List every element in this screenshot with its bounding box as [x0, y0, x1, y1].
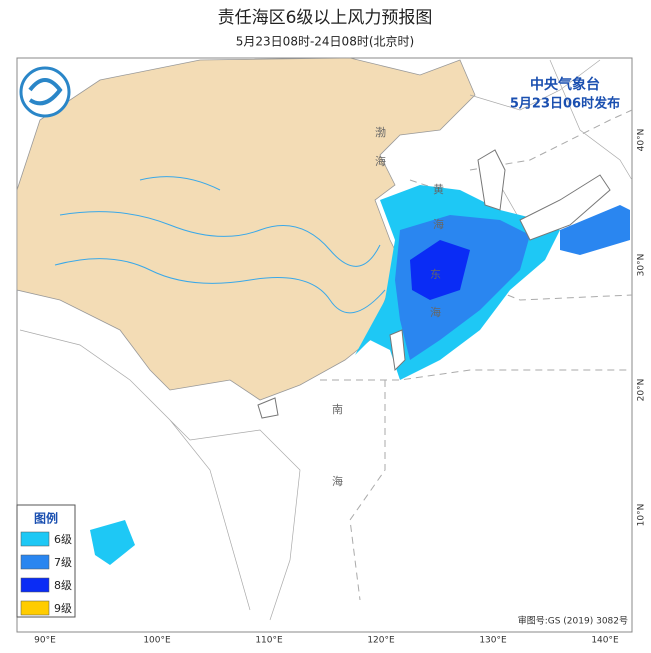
sea-label: 海 — [332, 474, 343, 488]
sea-label: 海 — [375, 154, 386, 168]
legend-label: 7级 — [54, 556, 72, 569]
subtitle: 5月23日08时-24日08时(北京时) — [236, 35, 414, 49]
sea-label: 渤 — [375, 126, 386, 139]
sea-label: 南 — [332, 403, 343, 416]
latitude-labels: 40°N 30°N 20°N 10°N — [637, 129, 647, 527]
legend-swatch — [20, 577, 50, 593]
longitude-labels: 90°E 100°E 110°E 120°E 130°E 140°E — [34, 636, 619, 646]
longitude-label: 120°E — [367, 636, 395, 646]
longitude-label: 110°E — [255, 636, 283, 646]
review-number: 审图号:GS (2019) 3082号 — [518, 615, 628, 627]
rivers — [54, 176, 386, 314]
logo — [19, 66, 71, 118]
wind-7-east — [560, 205, 630, 255]
map: 黄 海 东 海 南 海 渤 海 中央气象台 5月23日06时发布 图例 6级 7级… — [16, 57, 633, 633]
longitude-label: 130°E — [479, 636, 507, 646]
legend-items: 6级 7级 8级 9级 — [20, 531, 72, 616]
legend-label: 9级 — [54, 602, 72, 615]
sea-label: 海 — [430, 305, 441, 319]
issued-time: 5月23日06时发布 — [510, 96, 620, 112]
islands — [257, 149, 611, 419]
sea-label: 黄 — [433, 182, 444, 196]
logo-mark — [28, 78, 63, 106]
longitude-label: 90°E — [34, 636, 56, 646]
latitude-label: 10°N — [637, 504, 647, 527]
legend-swatch — [20, 554, 50, 570]
sea-label: 海 — [433, 217, 444, 231]
latitude-label: 30°N — [637, 254, 647, 277]
latitude-label: 40°N — [637, 129, 647, 152]
longitude-label: 100°E — [143, 636, 171, 646]
longitude-label: 140°E — [591, 636, 619, 646]
legend-title: 图例 — [34, 511, 58, 526]
title: 责任海区6级以上风力预报图 — [218, 8, 433, 28]
sea-label: 东 — [430, 268, 441, 281]
wind-8 — [410, 240, 470, 300]
legend-swatch — [20, 600, 50, 616]
wind-6-malacca — [90, 520, 135, 565]
legend-label: 8级 — [54, 579, 72, 592]
legend-swatch — [20, 531, 50, 547]
issuer-agency: 中央气象台 — [530, 76, 600, 93]
borders — [19, 59, 633, 621]
legend-label: 6级 — [54, 533, 72, 546]
legend: 图例 6级 7级 8级 9级 — [16, 504, 76, 618]
latitude-label: 20°N — [637, 379, 647, 402]
land-china — [16, 57, 476, 401]
